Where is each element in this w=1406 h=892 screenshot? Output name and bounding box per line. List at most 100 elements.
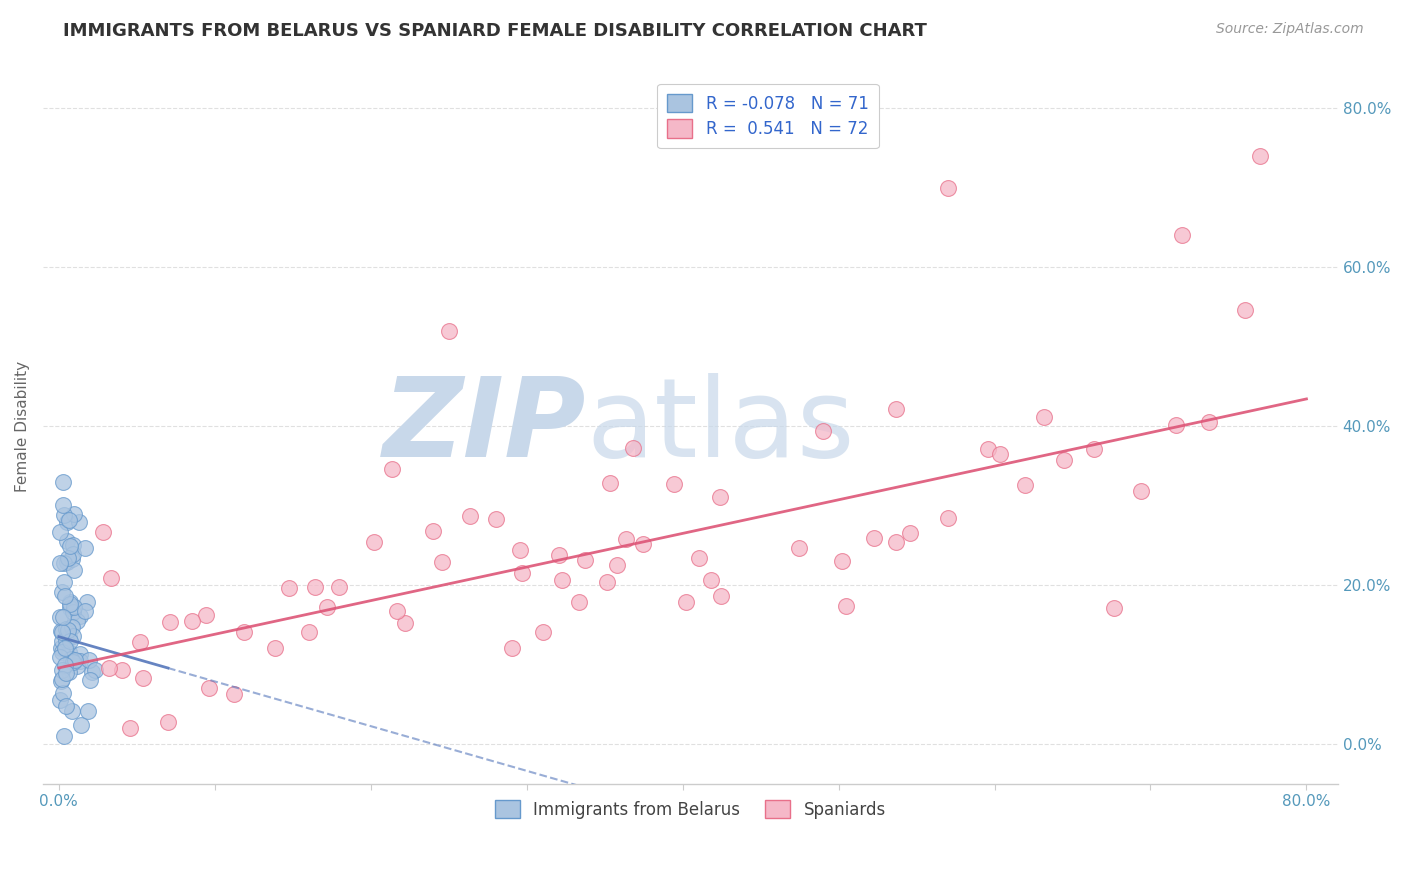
Point <box>59 540 82 554</box>
Point <box>614 532 637 546</box>
Point <box>67 515 90 529</box>
Text: atlas: atlas <box>586 373 855 480</box>
Point <box>936 180 959 194</box>
Legend: Immigrants from Belarus, Spaniards: Immigrants from Belarus, Spaniards <box>488 794 893 825</box>
Point <box>1053 453 1076 467</box>
Point <box>49 610 72 624</box>
Point <box>55 534 77 549</box>
Point <box>56 623 79 637</box>
Point <box>75 604 97 618</box>
Point <box>49 624 72 639</box>
Point <box>316 600 339 615</box>
Point <box>70 718 93 732</box>
Point <box>62 605 84 619</box>
Point <box>58 513 80 527</box>
Point <box>988 447 1011 461</box>
Point <box>787 541 810 555</box>
Point <box>56 550 79 565</box>
Point <box>886 534 908 549</box>
Point <box>52 610 75 624</box>
Point <box>52 556 75 570</box>
Point <box>55 622 77 636</box>
Point <box>460 509 482 524</box>
Point <box>98 661 121 675</box>
Point <box>120 721 142 735</box>
Point <box>1129 484 1152 499</box>
Y-axis label: Female Disability: Female Disability <box>15 360 30 491</box>
Point <box>55 698 77 713</box>
Point <box>394 616 416 631</box>
Point <box>1249 149 1271 163</box>
Point <box>1166 417 1188 432</box>
Point <box>52 686 75 700</box>
Point <box>531 625 554 640</box>
Text: IMMIGRANTS FROM BELARUS VS SPANIARD FEMALE DISABILITY CORRELATION CHART: IMMIGRANTS FROM BELARUS VS SPANIARD FEMA… <box>63 22 927 40</box>
Point <box>1102 601 1125 615</box>
Point <box>62 538 84 552</box>
Point <box>79 673 101 688</box>
Point <box>485 512 508 526</box>
Point <box>233 624 256 639</box>
Point <box>60 552 83 566</box>
Point <box>197 681 219 695</box>
Point <box>298 624 321 639</box>
Point <box>60 620 83 634</box>
Point <box>1170 228 1192 243</box>
Point <box>700 574 723 588</box>
Point <box>222 688 245 702</box>
Point <box>63 508 86 522</box>
Point <box>91 525 114 540</box>
Point <box>862 531 884 545</box>
Point <box>437 324 460 338</box>
Point <box>69 648 91 662</box>
Point <box>596 575 619 590</box>
Point <box>51 663 73 677</box>
Point <box>1083 442 1105 457</box>
Point <box>688 550 710 565</box>
Point <box>62 629 84 643</box>
Point <box>811 424 834 438</box>
Point <box>52 475 75 489</box>
Point <box>180 614 202 628</box>
Point <box>76 595 98 609</box>
Point <box>501 640 523 655</box>
Point <box>1198 415 1220 429</box>
Point <box>59 633 82 648</box>
Point <box>606 558 628 572</box>
Point <box>328 580 350 594</box>
Point <box>48 556 70 570</box>
Point <box>56 556 79 570</box>
Point <box>51 644 73 658</box>
Point <box>49 649 72 664</box>
Point <box>80 665 103 679</box>
Point <box>599 475 621 490</box>
Point <box>976 442 998 457</box>
Point <box>58 645 80 659</box>
Point <box>936 510 959 524</box>
Point <box>53 590 76 604</box>
Point <box>51 633 73 648</box>
Point <box>60 704 83 718</box>
Point <box>63 652 86 666</box>
Point <box>53 508 76 522</box>
Point <box>83 663 105 677</box>
Point <box>509 542 531 557</box>
Point <box>66 614 89 628</box>
Point <box>52 498 75 512</box>
Point <box>664 477 686 491</box>
Point <box>387 604 409 618</box>
Point <box>59 595 82 609</box>
Point <box>55 516 77 530</box>
Point <box>55 640 77 655</box>
Point <box>551 574 574 588</box>
Point <box>621 441 644 455</box>
Point <box>675 595 697 609</box>
Point <box>59 601 82 615</box>
Point <box>58 631 80 645</box>
Point <box>194 607 217 622</box>
Point <box>66 659 89 673</box>
Point <box>131 671 153 685</box>
Point <box>430 555 453 569</box>
Point <box>69 609 91 624</box>
Point <box>51 672 73 686</box>
